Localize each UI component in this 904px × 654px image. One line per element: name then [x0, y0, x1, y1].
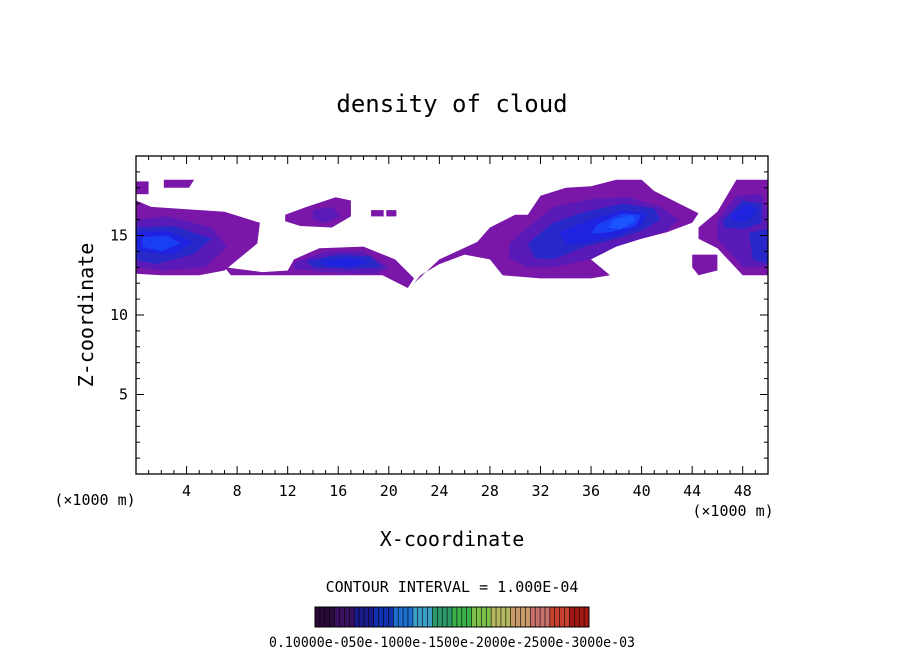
colorbar-swatch: [525, 607, 531, 627]
contour-region: [386, 210, 397, 217]
colorbar-labels: 0.10000e-050e-1000e-1500e-2000e-2500e-30…: [269, 635, 635, 651]
contour-region: [749, 229, 768, 265]
colorbar-swatch: [471, 607, 477, 627]
contour-region: [730, 203, 758, 222]
colorbar-swatch: [491, 607, 497, 627]
colorbar-swatch: [579, 607, 585, 627]
contour-region: [136, 181, 149, 195]
colorbar-swatch: [510, 607, 516, 627]
colorbar-swatch: [329, 607, 335, 627]
x-tick-label: 20: [380, 482, 398, 500]
x-axis-label: X-coordinate: [380, 527, 525, 551]
colorbar-swatch: [544, 607, 551, 627]
colorbar-swatch: [319, 607, 326, 627]
colorbar-swatch: [530, 607, 536, 627]
contour-region: [692, 254, 718, 276]
x-tick-label: 4: [182, 482, 191, 500]
colorbar-swatch: [349, 607, 355, 627]
colorbar-swatch: [422, 607, 428, 627]
colorbar-swatch: [574, 607, 580, 627]
colorbar-swatch: [398, 607, 404, 627]
colorbar-swatch: [461, 607, 467, 627]
colorbar-swatch: [359, 607, 365, 627]
colorbar-swatch: [564, 607, 570, 627]
colorbar-swatch: [452, 607, 458, 627]
colorbar-swatch: [427, 607, 433, 627]
colorbar-swatch: [515, 607, 521, 627]
colorbar-swatch: [388, 607, 394, 627]
colorbar-swatch: [476, 607, 482, 627]
colorbar-swatch: [354, 607, 360, 627]
colorbar-swatch: [520, 607, 526, 627]
contour-region: [313, 206, 341, 223]
contour-region: [163, 179, 195, 188]
colorbar-swatch: [393, 607, 399, 627]
y-tick-label: 5: [119, 386, 128, 404]
chart-title: density of cloud: [336, 90, 567, 118]
colorbar-swatch: [549, 607, 556, 627]
colorbar-swatch: [324, 607, 330, 627]
x-tick-label: 8: [233, 482, 242, 500]
colorbar-swatch: [315, 607, 321, 627]
colorbar-swatch: [456, 607, 463, 627]
colorbar-swatch: [496, 607, 502, 627]
colorbar-swatch: [481, 607, 487, 627]
x-unit-label-right: (×1000 m): [692, 502, 773, 520]
y-axis-label: Z-coordinate: [74, 243, 98, 388]
colorbar-swatch: [432, 607, 438, 627]
colorbar-swatch: [407, 607, 414, 627]
colorbar-swatch: [437, 607, 443, 627]
x-tick-label: 12: [279, 482, 297, 500]
colorbar-swatch: [378, 607, 384, 627]
x-tick-label: 44: [683, 482, 701, 500]
colorbar-swatch: [417, 607, 423, 627]
colorbar-swatch: [368, 607, 375, 627]
colorbar-swatch: [505, 607, 512, 627]
colorbar-swatch: [584, 607, 590, 627]
colorbar: [314, 606, 590, 628]
contour-region: [142, 235, 181, 252]
colorbar-swatch: [344, 607, 350, 627]
colorbar-swatch: [569, 607, 575, 627]
colorbar-swatch: [339, 607, 345, 627]
colorbar-swatch: [442, 607, 448, 627]
colorbar-swatch: [363, 607, 370, 627]
y-tick-label: 10: [110, 306, 128, 324]
colorbar-swatch: [540, 607, 546, 627]
colorbar-swatch: [334, 607, 340, 627]
x-tick-label: 28: [481, 482, 499, 500]
x-tick-label: 32: [531, 482, 549, 500]
x-tick-label: 24: [430, 482, 448, 500]
x-unit-label-left: (×1000 m): [54, 491, 135, 509]
colorbar-swatch: [403, 607, 409, 627]
colorbar-swatch: [466, 607, 472, 627]
contour-region: [319, 257, 370, 268]
x-tick-label: 16: [329, 482, 347, 500]
colorbar-swatch: [486, 607, 492, 627]
x-tick-label: 40: [633, 482, 651, 500]
colorbar-swatch: [383, 607, 389, 627]
colorbar-swatch: [554, 607, 560, 627]
colorbar-frame: [314, 606, 590, 628]
contour-interval-text: CONTOUR INTERVAL = 1.000E-04: [326, 578, 579, 596]
colorbar-swatch: [373, 607, 379, 627]
x-tick-label: 48: [734, 482, 752, 500]
colorbar-swatch: [559, 607, 565, 627]
contour-region: [371, 210, 384, 217]
contour-region: [607, 214, 636, 230]
colorbar-swatch: [412, 607, 419, 627]
colorbar-swatch: [447, 607, 453, 627]
x-tick-label: 36: [582, 482, 600, 500]
y-tick-label: 15: [110, 227, 128, 245]
colorbar-swatch: [500, 607, 507, 627]
cloud-density-contours: [136, 179, 768, 288]
colorbar-swatch: [535, 607, 541, 627]
